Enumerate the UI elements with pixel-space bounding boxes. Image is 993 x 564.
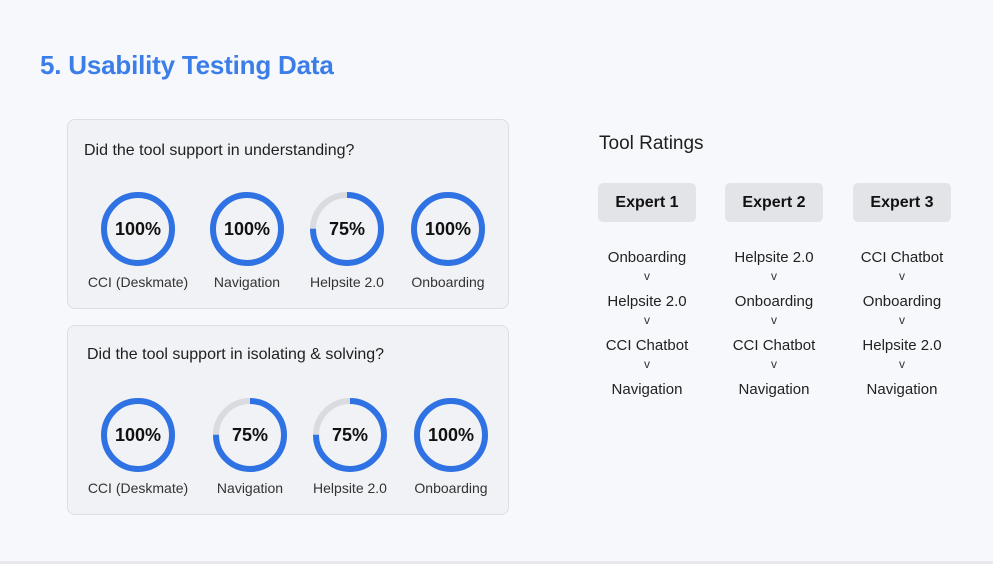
ring-progress-arc (313, 398, 387, 472)
ring-value: 75% (331, 425, 369, 445)
expert-column-2: Expert 2 Helpsite 2.0 v Onboarding v CCI Cha… (714, 183, 834, 399)
progress-ring: 100% (210, 192, 284, 266)
ranking-item: Navigation (738, 381, 810, 398)
ranking-item: Onboarding (734, 293, 814, 310)
ring-graphic (411, 192, 485, 266)
ranking-list: Onboarding v Helpsite 2.0 v CCI Chatbot v Navi… (587, 248, 707, 399)
progress-ring: 75% (213, 398, 287, 472)
ranking-item: Helpsite 2.0 (734, 249, 814, 266)
ranking-item: Onboarding (862, 293, 942, 310)
ring-item-navigation: 100% Navigation (187, 192, 307, 290)
ranking-item: Navigation (611, 381, 683, 398)
page-title: 5. Usability Testing Data (40, 50, 334, 80)
ranking-item: Helpsite 2.0 (607, 293, 687, 310)
ranking-list: CCI Chatbot v Onboarding v Helpsite 2.0 v Navi… (842, 248, 962, 399)
ring-label: Navigation (213, 274, 281, 290)
progress-ring: 100% (101, 192, 175, 266)
understanding-card: Did the tool support in understanding? 1… (67, 119, 509, 309)
ring-label: Helpsite 2.0 (313, 480, 387, 496)
ring-graphic (101, 192, 175, 266)
ring-value: 75% (231, 425, 269, 445)
ranking-item: Helpsite 2.0 (862, 337, 942, 354)
ranking-item: CCI Chatbot (860, 249, 944, 266)
ring-progress-arc (310, 192, 384, 266)
ring-value: 100% (114, 219, 162, 239)
expert-header: Expert 3 (853, 183, 951, 222)
ring-value: 100% (427, 425, 475, 445)
ring-item-helpsite: 75% Helpsite 2.0 (287, 192, 407, 290)
ranking-separator: v (771, 313, 777, 327)
ring-label: Onboarding (411, 274, 485, 290)
ring-label: CCI (Deskmate) (87, 274, 189, 290)
bottom-divider (0, 561, 993, 564)
ring-value: 100% (223, 219, 271, 239)
ring-progress-arc (411, 192, 485, 266)
ring-progress-arc (213, 398, 287, 472)
ratings-title: Tool Ratings (599, 133, 704, 154)
progress-ring: 100% (101, 398, 175, 472)
ranking-separator: v (771, 357, 777, 371)
ring-label: CCI (Deskmate) (87, 480, 189, 496)
ring-label: Navigation (216, 480, 284, 496)
ring-label: Helpsite 2.0 (310, 274, 384, 290)
ranking-list: Helpsite 2.0 v Onboarding v CCI Chatbot v Navi… (714, 248, 834, 399)
progress-ring: 75% (313, 398, 387, 472)
expert-column-3: Expert 3 CCI Chatbot v Onboarding v Helpsite… (842, 183, 962, 399)
ring-graphic (210, 192, 284, 266)
ranking-item: Onboarding (607, 249, 687, 266)
progress-ring: 100% (411, 192, 485, 266)
ranking-separator: v (644, 313, 650, 327)
card-question: Did the tool support in isolating & solv… (87, 346, 385, 363)
ranking-separator: v (899, 357, 905, 371)
ranking-item: Navigation (866, 381, 938, 398)
ring-graphic (414, 398, 488, 472)
ring-progress-arc (101, 192, 175, 266)
ring-graphic (313, 398, 387, 472)
ranking-separator: v (771, 269, 777, 283)
ranking-separator: v (899, 313, 905, 327)
ranking-item: CCI Chatbot (732, 337, 816, 354)
ranking-item: CCI Chatbot (605, 337, 689, 354)
ring-graphic (101, 398, 175, 472)
expert-column-1: Expert 1 Onboarding v Helpsite 2.0 v CCI Cha… (587, 183, 707, 399)
ring-item-navigation: 75% Navigation (190, 398, 310, 496)
card-question: Did the tool support in understanding? (84, 142, 355, 159)
ring-value: 75% (328, 219, 366, 239)
ring-graphic (310, 192, 384, 266)
ring-value: 100% (114, 425, 162, 445)
ring-item-onboarding: 100% Onboarding (391, 398, 511, 496)
ring-graphic (213, 398, 287, 472)
ring-item-onboarding: 100% Onboarding (388, 192, 508, 290)
ring-value: 100% (424, 219, 472, 239)
isolating-solving-card: Did the tool support in isolating & solv… (67, 325, 509, 515)
ranking-separator: v (644, 357, 650, 371)
ring-progress-arc (101, 398, 175, 472)
ring-item-cci-deskmate: 100% CCI (Deskmate) (78, 398, 198, 496)
ring-label: Onboarding (414, 480, 488, 496)
ring-progress-arc (210, 192, 284, 266)
ring-item-cci-deskmate: 100% CCI (Deskmate) (78, 192, 198, 290)
progress-ring: 100% (414, 398, 488, 472)
expert-header: Expert 2 (725, 183, 823, 222)
ranking-separator: v (644, 269, 650, 283)
progress-ring: 75% (310, 192, 384, 266)
expert-header: Expert 1 (598, 183, 696, 222)
ranking-separator: v (899, 269, 905, 283)
ring-item-helpsite: 75% Helpsite 2.0 (290, 398, 410, 496)
ring-progress-arc (414, 398, 488, 472)
